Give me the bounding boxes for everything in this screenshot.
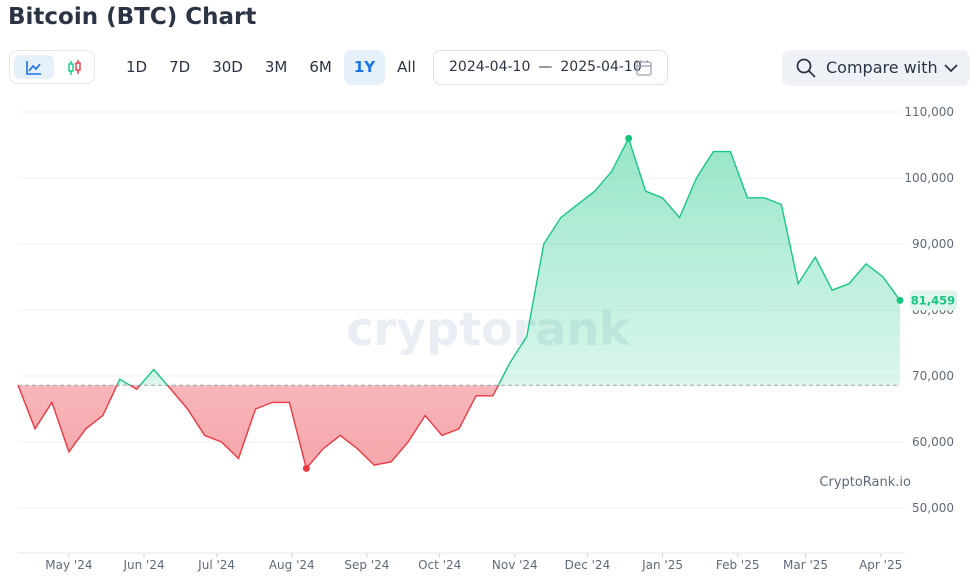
y-tick-label: 60,000 bbox=[912, 435, 954, 449]
date-end: 2025-04-10 bbox=[560, 59, 642, 75]
range-button[interactable]: All bbox=[397, 58, 416, 76]
calendar-icon bbox=[636, 60, 652, 76]
x-tick-label: Mar '25 bbox=[783, 558, 828, 572]
last-marker bbox=[896, 296, 904, 304]
search-icon bbox=[796, 58, 816, 78]
y-tick-label: 100,000 bbox=[904, 171, 954, 185]
x-tick-label: Nov '24 bbox=[492, 558, 538, 572]
toggle-icons bbox=[26, 60, 81, 75]
area-down bbox=[18, 385, 900, 469]
x-tick-label: Aug '24 bbox=[269, 558, 315, 572]
date-range[interactable]: 2024-04-10 — 2025-04-10 bbox=[433, 50, 668, 85]
x-tick-label: Dec '24 bbox=[565, 558, 611, 572]
x-tick-label: Sep '24 bbox=[344, 558, 389, 572]
x-tick-label: Apr '25 bbox=[859, 558, 902, 572]
range-buttons: 1D 7D 30D 3M 6M 1Y All bbox=[116, 50, 426, 85]
date-separator: — bbox=[538, 59, 553, 75]
x-tick-label: Jun '24 bbox=[122, 558, 164, 572]
page-title: Bitcoin (BTC) Chart bbox=[8, 4, 257, 30]
x-tick-label: May '24 bbox=[45, 558, 92, 572]
range-button[interactable]: 1Y bbox=[343, 50, 386, 85]
y-tick-label: 70,000 bbox=[912, 369, 954, 383]
source-label: CryptoRank.io bbox=[819, 475, 911, 490]
compare-label: Compare with bbox=[826, 58, 938, 77]
y-tick-label: 50,000 bbox=[912, 501, 954, 515]
x-tick-label: Jul '24 bbox=[197, 558, 235, 572]
last-value-label: 81,459 bbox=[911, 293, 955, 307]
compare-button[interactable]: Compare with bbox=[782, 50, 970, 86]
y-tick-label: 110,000 bbox=[904, 105, 954, 119]
last-value-box bbox=[910, 290, 957, 311]
x-tick-label: Feb '25 bbox=[716, 558, 760, 572]
date-start: 2024-04-10 bbox=[449, 59, 531, 75]
chart-type-toggle[interactable] bbox=[9, 50, 95, 84]
line-up bbox=[17, 136, 901, 386]
line-down bbox=[17, 385, 500, 470]
chevron-icon bbox=[944, 64, 958, 73]
range-button[interactable]: 30D bbox=[212, 58, 243, 76]
range-button[interactable]: 1D bbox=[126, 58, 148, 76]
range-button[interactable]: 3M bbox=[264, 58, 288, 76]
range-button[interactable]: 6M bbox=[309, 58, 332, 76]
x-tick-label: Jan '25 bbox=[641, 558, 683, 572]
high-marker bbox=[625, 134, 633, 142]
x-tick-label: Oct '24 bbox=[418, 558, 461, 572]
range-button[interactable]: 7D bbox=[169, 58, 191, 76]
y-tick-label: 90,000 bbox=[912, 237, 954, 251]
low-marker bbox=[302, 464, 310, 472]
area-up bbox=[18, 138, 900, 386]
